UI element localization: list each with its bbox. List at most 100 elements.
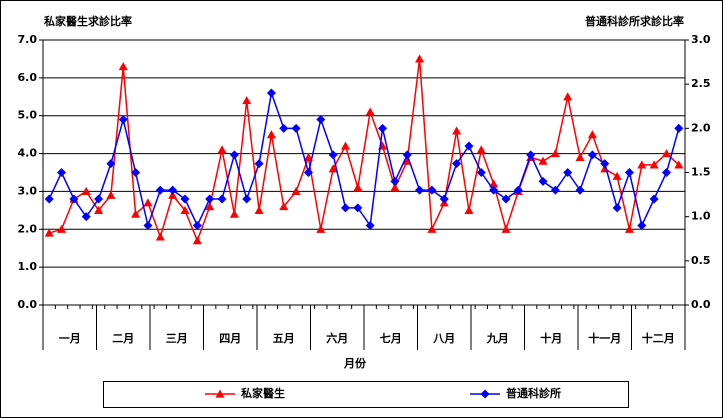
point [464, 141, 474, 151]
y-tick-label: 3.0 [18, 184, 38, 197]
point [587, 150, 597, 160]
point [637, 160, 647, 169]
x-group-label: 八月 [432, 332, 455, 345]
y2-tick-label: 2.5 [691, 77, 711, 90]
point [464, 205, 474, 214]
point [143, 198, 153, 207]
point [328, 150, 338, 160]
point [427, 185, 437, 195]
x-group-label: 二月 [112, 332, 134, 345]
point [205, 202, 215, 211]
x-group-label: 十月 [540, 331, 562, 345]
point [575, 152, 585, 161]
point [143, 221, 153, 230]
point [94, 205, 104, 214]
point [254, 205, 264, 214]
point [513, 185, 523, 195]
point [316, 224, 326, 233]
point [168, 185, 178, 195]
point [452, 126, 462, 135]
point [94, 194, 104, 204]
point [118, 115, 128, 124]
y2-tick-label: 1.0 [691, 210, 711, 223]
point [254, 159, 264, 169]
point [291, 186, 301, 196]
point [600, 159, 610, 169]
y2-tick-label: 2.0 [691, 121, 711, 134]
point [402, 150, 412, 160]
point [489, 179, 499, 188]
point [44, 228, 54, 237]
point [242, 194, 252, 204]
point [340, 203, 350, 213]
x-axis-title: 月份 [343, 356, 367, 370]
point [118, 62, 128, 71]
point [501, 194, 511, 204]
point [365, 221, 375, 230]
point [390, 183, 400, 192]
y2-tick-label: 3.0 [691, 33, 711, 46]
point [192, 221, 202, 230]
point [131, 209, 141, 218]
x-group-label: 四月 [219, 332, 241, 345]
point [415, 54, 425, 63]
y-tick-label: 5.0 [18, 109, 38, 122]
point [229, 150, 239, 160]
y2-tick-label: 0.0 [691, 298, 711, 311]
point [439, 194, 449, 204]
point [501, 224, 511, 233]
y2-axis-title: 普通科診所求診比率 [585, 14, 684, 28]
legend-box [103, 381, 629, 408]
point [69, 194, 79, 204]
point [587, 130, 597, 139]
point [303, 168, 313, 177]
y2-tick-label: 0.5 [691, 254, 711, 267]
point [489, 185, 499, 195]
x-group-label: 五月 [273, 332, 295, 345]
legend-label: 私家醫生 [241, 386, 285, 400]
point [575, 185, 585, 195]
series-line [48, 58, 680, 243]
point [378, 123, 388, 133]
point [353, 183, 363, 192]
point [266, 88, 276, 98]
point [661, 168, 671, 177]
y-tick-label: 6.0 [18, 71, 38, 84]
point [353, 203, 363, 213]
point [106, 190, 116, 199]
y-tick-label: 0.0 [18, 298, 38, 311]
legend-label: 普通科診所 [506, 386, 561, 400]
point [131, 168, 141, 177]
point [180, 205, 190, 214]
x-group-label: 六月 [326, 331, 348, 345]
point [649, 160, 659, 169]
point [476, 145, 486, 154]
x-group-label: 一月 [59, 332, 81, 345]
point [155, 185, 165, 195]
point [81, 186, 91, 196]
point [44, 194, 54, 204]
point [303, 152, 313, 161]
x-group-label: 十一月 [588, 331, 621, 345]
point [57, 168, 67, 177]
point [538, 176, 548, 186]
point [563, 92, 573, 101]
point [229, 209, 239, 218]
y-axis-title: 私家醫生求診比率 [44, 14, 132, 28]
point [480, 389, 490, 399]
point [637, 221, 647, 230]
point [217, 145, 227, 154]
point [612, 171, 622, 180]
point [526, 150, 536, 160]
y2-tick-label: 1.5 [691, 166, 711, 179]
point [155, 232, 165, 241]
point [538, 156, 548, 165]
point [550, 149, 560, 158]
point [661, 149, 671, 158]
point [550, 185, 560, 195]
y-tick-label: 4.0 [18, 147, 38, 160]
x-group-label: 十二月 [642, 331, 675, 345]
point [279, 202, 289, 211]
point [612, 203, 622, 213]
